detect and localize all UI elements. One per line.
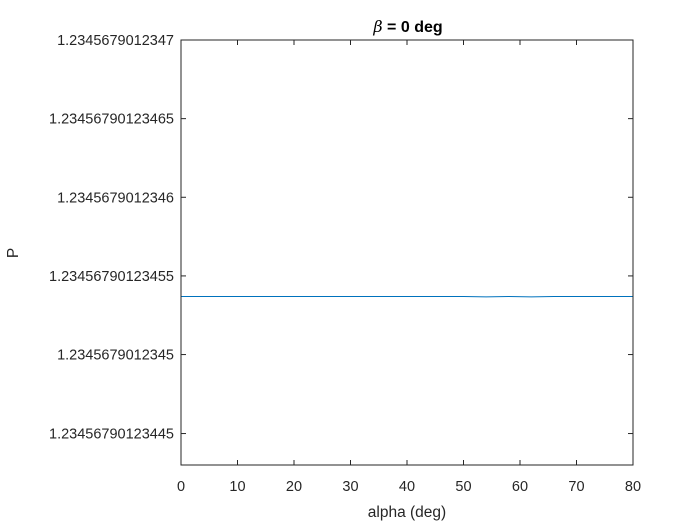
- y-tick-label: 1.2345679012347: [57, 33, 174, 49]
- chart-title-text: = 0 deg: [383, 19, 443, 36]
- y-axis-label: P: [5, 248, 22, 258]
- chart-title: β = 0 deg: [372, 17, 442, 36]
- y-tick-label: 1.23456790123445: [49, 427, 174, 443]
- x-tick-label: 50: [455, 479, 471, 495]
- y-tick-label: 1.23456790123465: [49, 112, 174, 128]
- x-tick-label: 60: [512, 479, 528, 495]
- x-tick-label: 80: [625, 479, 641, 495]
- x-tick-label: 30: [342, 479, 358, 495]
- y-tick-label: 1.23456790123455: [49, 269, 174, 285]
- x-tick-label: 20: [286, 479, 302, 495]
- y-tick-label: 1.2345679012346: [57, 190, 174, 206]
- x-tick-labels: 0 10 20 30 40 50 60 70 80: [177, 479, 641, 495]
- x-tick-label: 10: [229, 479, 245, 495]
- chart-title-symbol: β: [372, 17, 382, 36]
- x-tick-label: 0: [177, 479, 185, 495]
- axis-ticks: [180, 39, 634, 465]
- x-tick-label: 70: [568, 479, 584, 495]
- x-tick-label: 40: [399, 479, 415, 495]
- y-tick-labels: 1.23456790123445 1.2345679012345 1.2345679…: [49, 33, 174, 443]
- x-axis-label: alpha (deg): [368, 504, 446, 521]
- y-tick-label: 1.2345679012345: [57, 348, 174, 364]
- plot-area-frame: [180, 39, 634, 466]
